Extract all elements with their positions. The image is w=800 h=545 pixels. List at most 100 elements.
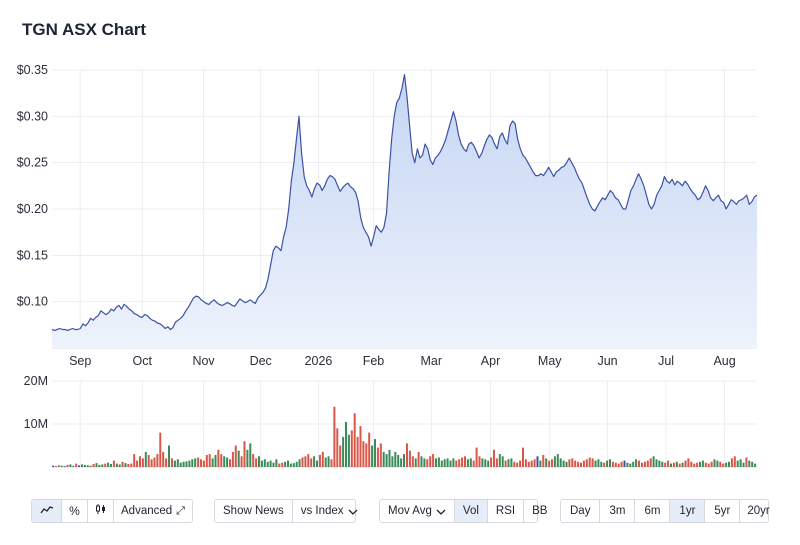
line-chart-button[interactable] (32, 500, 62, 522)
volume-tick-label: 10M (24, 417, 48, 431)
range-label: 6m (644, 505, 661, 517)
volume-bar (112, 460, 115, 467)
rsi-label: RSI (495, 505, 516, 517)
vs-index-dropdown[interactable]: vs Index (293, 500, 366, 522)
volume-bar (81, 464, 83, 467)
volume-bar (249, 443, 252, 467)
price-volume-chart[interactable]: $0.10 $0.15 $0.20 $0.25 $0.30 $0.35 Sep Oct Nov… (0, 0, 800, 490)
percent-button[interactable]: % (62, 500, 88, 522)
volume-bar (696, 462, 699, 467)
volume-bar (394, 451, 397, 467)
range-label: 1yr (679, 505, 696, 517)
vol-label: Vol (462, 505, 479, 517)
volume-bar (580, 462, 582, 467)
volume-tick-label: 20M (24, 374, 48, 388)
range-1yr-button[interactable]: 1yr (670, 500, 706, 522)
advanced-button[interactable]: Advanced ⤢ (114, 500, 192, 522)
x-tick-label: Jun (597, 354, 617, 368)
volume-bar (107, 462, 110, 467)
volume-bar (638, 460, 640, 467)
volume-bar (548, 460, 551, 467)
volume-bar (205, 455, 208, 467)
volume-bar (420, 456, 423, 468)
show-news-button[interactable]: Show News (215, 500, 293, 522)
volume-bar (658, 460, 661, 467)
volume-bar (156, 454, 159, 467)
volume-bar (165, 458, 168, 467)
volume-bar (614, 462, 617, 467)
volume-bar (371, 445, 374, 467)
volume-bar (609, 459, 611, 467)
x-tick-label: Feb (363, 354, 385, 368)
range-5yr-button[interactable]: 5yr (705, 500, 741, 522)
volume-bar (54, 466, 57, 467)
volume-bar (365, 443, 368, 467)
range-3m-button[interactable]: 3m (600, 500, 636, 522)
volume-bar (519, 460, 522, 467)
vol-button[interactable]: Vol (454, 500, 488, 522)
volume-bar (66, 464, 69, 467)
volume-bar (60, 465, 63, 467)
volume-bar (707, 463, 710, 467)
volume-bar (388, 449, 391, 467)
x-tick-label: Mar (421, 354, 443, 368)
advanced-label: Advanced (121, 505, 173, 517)
volume-bar (556, 454, 559, 467)
volume-bar (635, 459, 638, 467)
range-day-button[interactable]: Day (561, 500, 601, 522)
volume-bar (223, 456, 226, 468)
volume-bar (121, 461, 124, 467)
volume-bar (524, 459, 527, 467)
volume-bar (63, 466, 66, 467)
volume-bar (495, 458, 498, 467)
volume-bar (194, 458, 197, 467)
volume-bar (478, 456, 481, 468)
range-label: Day (570, 505, 591, 517)
price-area (52, 74, 757, 348)
volume-bar (484, 459, 487, 467)
volume-bar (739, 459, 742, 467)
volume-bar (719, 461, 722, 467)
volume-bar (211, 458, 214, 467)
range-label: 20yr (747, 505, 770, 517)
volume-bar (310, 458, 313, 467)
volume-bar (600, 461, 603, 467)
price-x-axis: Sep Oct Nov Dec 2026 Feb Mar Apr May Jun Jul Aug (69, 354, 736, 368)
volume-bar (585, 459, 588, 467)
volume-bar (710, 461, 713, 467)
volume-bar (513, 461, 516, 467)
volume-bar (345, 421, 347, 467)
range-label: 5yr (714, 505, 731, 517)
volume-bar (86, 465, 89, 467)
candlestick-button[interactable] (88, 500, 114, 522)
range-20yr-button[interactable]: 20yr (740, 500, 776, 522)
volume-bar (501, 456, 504, 468)
show-news-label: Show News (223, 505, 284, 517)
volume-bar (101, 464, 104, 467)
x-tick-label: Nov (192, 354, 215, 368)
volume-bar (324, 457, 327, 467)
volume-bar (617, 463, 620, 467)
x-tick-label: Sep (69, 354, 91, 368)
volume-bar (423, 458, 426, 467)
volume-bar (536, 456, 539, 468)
volume-bar (281, 462, 284, 467)
volume-bar (481, 458, 484, 467)
rsi-button[interactable]: RSI (488, 500, 525, 522)
mov-avg-dropdown[interactable]: Mov Avg (380, 500, 455, 522)
bb-button[interactable]: BB (524, 500, 555, 522)
volume-bar (69, 464, 72, 467)
range-6m-button[interactable]: 6m (635, 500, 671, 522)
volume-bar (582, 460, 585, 467)
volume-bar (292, 463, 295, 467)
volume-bar (353, 413, 356, 468)
volume-bar (217, 449, 220, 467)
volume-bar (443, 459, 446, 467)
volume-bar (200, 459, 202, 467)
volume-bar (321, 451, 324, 467)
volume-bar (406, 443, 408, 467)
volume-bar (153, 457, 156, 467)
volume-bar (391, 456, 394, 468)
volume-bar (472, 460, 475, 467)
volume-bar (368, 432, 371, 467)
